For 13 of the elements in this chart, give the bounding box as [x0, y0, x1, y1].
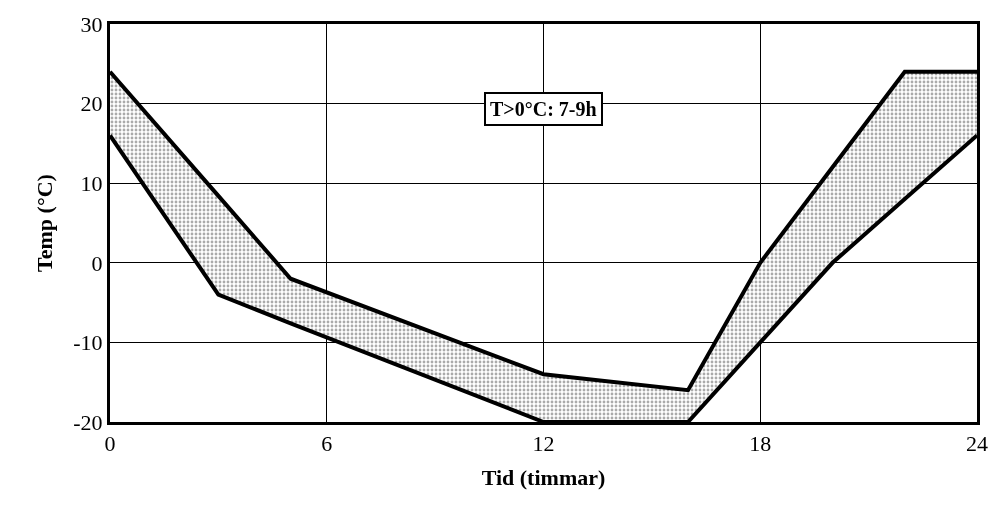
y-tick-label: 0	[91, 250, 103, 276]
x-tick-label: 6	[321, 431, 333, 457]
y-axis-title: Temp (°C)	[32, 174, 58, 272]
x-tick-label: 18	[749, 431, 772, 457]
y-tick-label: 10	[80, 170, 103, 196]
x-axis-title: Tid (timmar)	[481, 465, 606, 491]
y-tick-label: 20	[80, 91, 103, 117]
y-tick-label: -20	[73, 409, 103, 435]
x-tick-label: 12	[532, 431, 555, 457]
x-tick-label: 24	[966, 431, 988, 457]
y-tick-label: 30	[80, 11, 103, 37]
annotation: T>0°C: 7-9h	[490, 98, 597, 120]
y-tick-label: -10	[73, 330, 103, 356]
